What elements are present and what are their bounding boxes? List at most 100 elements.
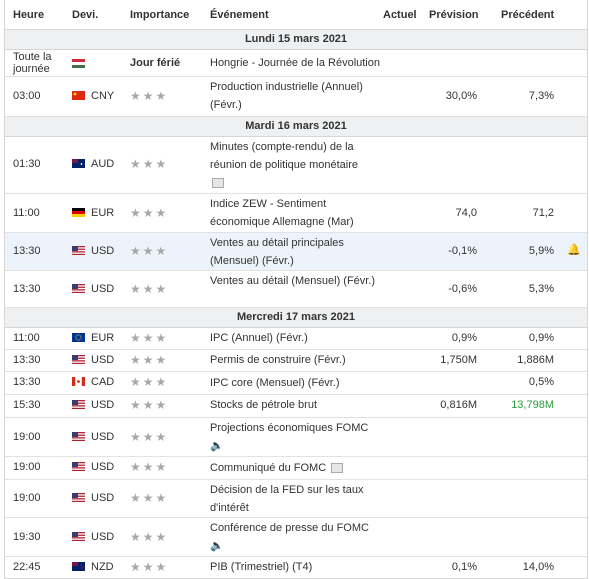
event-name[interactable]: Indice ZEW - Sentiment économique Allema… [210, 198, 354, 228]
time-cell: 15:30 [13, 399, 41, 411]
event-name[interactable]: Conférence de presse du FOMC 🔈 [210, 519, 385, 555]
currency-code: USD [91, 431, 115, 443]
importance-stars: ★★★ [130, 244, 169, 258]
event-name[interactable]: Minutes (compte-rendu) de la réunion de … [210, 138, 385, 192]
bell-alert-icon[interactable]: 🔔 [567, 244, 581, 256]
forecast-value: -0,1% [448, 245, 477, 257]
event-name[interactable]: Production industrielle (Annuel) (Févr.) [210, 81, 363, 111]
time-cell: 01:30 [13, 158, 41, 170]
importance-stars: ★★★ [130, 430, 169, 444]
event-name[interactable]: Stocks de pétrole brut [210, 399, 318, 411]
time-cell: 13:30 [13, 354, 41, 366]
event-name[interactable]: IPC (Annuel) (Févr.) [210, 332, 308, 344]
speaker-icon[interactable]: 🔈 [210, 440, 224, 452]
new-zealand-flag-icon [72, 562, 85, 571]
table-row[interactable]: Toute la journée Jour férié Hongrie - Jo… [5, 50, 587, 77]
day-header: Mercredi 17 mars 2021 [5, 308, 587, 328]
speaker-icon[interactable]: 🔈 [210, 540, 224, 552]
table-row[interactable]: 19:00 USD ★★★ Communiqué du FOMC [5, 457, 587, 480]
table-row[interactable]: 03:00 CNY ★★★ Production industrielle (A… [5, 77, 587, 117]
time-cell: 13:30 [13, 245, 41, 257]
time-cell: Toute la journée [13, 51, 52, 75]
table-row[interactable]: 19:30 USD ★★★ Conférence de presse du FO… [5, 518, 587, 557]
document-icon[interactable] [331, 463, 344, 474]
table-header: Heure Devi. Importance Événement Actuel … [5, 0, 587, 30]
col-importance-header[interactable]: Importance [130, 9, 190, 21]
table-row[interactable]: 19:00 USD ★★★ Décision de la FED sur les… [5, 480, 587, 518]
forecast-value: 0,1% [451, 561, 477, 573]
usa-flag-icon [72, 493, 85, 502]
table-row[interactable]: 13:30 USD ★★★ Permis de construire (Févr… [5, 350, 587, 372]
event-name[interactable]: Décision de la FED sur les taux d'intérê… [210, 484, 364, 514]
time-cell: 19:00 [13, 492, 41, 504]
usa-flag-icon [72, 284, 85, 293]
forecast-value: -0,6% [448, 283, 477, 295]
importance-stars: ★★★ [130, 206, 169, 220]
table-row[interactable]: 13:30 CAD ★★★ IPC core (Mensuel) (Févr.)… [5, 372, 587, 395]
currency-code: AUD [91, 158, 115, 170]
importance-stars: ★★★ [130, 353, 169, 367]
importance-stars: ★★★ [130, 530, 169, 544]
table-row[interactable]: 19:00 USD ★★★ Projections économiques FO… [5, 418, 587, 457]
table-row[interactable]: 13:30 USD ★★★ Ventes au détail (Mensuel)… [5, 271, 587, 308]
col-previous-header[interactable]: Précédent [501, 9, 555, 21]
forecast-value: 1,750M [440, 354, 477, 366]
event-title: Conférence de presse du FOMC [210, 522, 369, 534]
usa-flag-icon [72, 355, 85, 364]
event-name[interactable]: IPC core (Mensuel) (Févr.) [210, 377, 340, 389]
currency-code: CNY [91, 90, 115, 102]
germany-flag-icon [72, 208, 85, 217]
event-title: Minutes (compte-rendu) de la réunion de … [210, 141, 358, 171]
col-time-header[interactable]: Heure [13, 9, 45, 21]
col-actual-header[interactable]: Actuel [383, 9, 417, 21]
event-name[interactable]: Hongrie - Journée de la Révolution [210, 57, 380, 69]
currency-code: USD [91, 399, 115, 411]
previous-value: 7,3% [528, 90, 554, 102]
previous-value: 14,0% [522, 561, 554, 573]
importance-stars: ★★★ [130, 89, 169, 103]
previous-value: 5,9% [528, 245, 554, 257]
importance-stars: ★★★ [130, 460, 169, 474]
usa-flag-icon [72, 400, 85, 409]
table-row[interactable]: 11:00 EUR ★★★ Indice ZEW - Sentiment éco… [5, 194, 587, 233]
importance-stars: ★★★ [130, 491, 169, 505]
currency-code: CAD [91, 376, 115, 388]
document-icon[interactable] [212, 178, 224, 189]
time-cell: 22:45 [13, 561, 41, 573]
time-cell: 19:30 [13, 531, 41, 543]
currency-code: USD [91, 492, 115, 504]
table-row[interactable]: 01:30 AUD ★★★ Minutes (compte-rendu) de … [5, 137, 587, 194]
forecast-value: 74,0 [455, 207, 477, 219]
col-event-header[interactable]: Événement [210, 9, 269, 21]
currency-code: EUR [91, 332, 115, 344]
usa-flag-icon [72, 462, 85, 471]
event-name[interactable]: Ventes au détail (Mensuel) (Févr.) [210, 275, 376, 287]
event-name[interactable]: Ventes au détail principales (Mensuel) (… [210, 237, 344, 267]
currency-code: USD [91, 354, 115, 366]
col-currency-header[interactable]: Devi. [72, 9, 99, 21]
china-flag-icon [72, 91, 85, 100]
time-cell: 11:00 [13, 207, 40, 219]
previous-value: 5,3% [528, 283, 554, 295]
importance-stars: ★★★ [130, 375, 169, 389]
event-name[interactable]: Projections économiques FOMC 🔈 [210, 419, 385, 455]
table-row[interactable]: 11:00 EUR ★★★ IPC (Annuel) (Févr.) 0,9% … [5, 328, 587, 350]
event-name[interactable]: Permis de construire (Févr.) [210, 354, 346, 366]
table-row[interactable]: 22:45 NZD ★★★ PIB (Trimestriel) (T4) 0,1… [5, 557, 587, 578]
event-title: Communiqué du FOMC [210, 462, 327, 474]
canada-flag-icon [72, 377, 85, 386]
event-title: Projections économiques FOMC [210, 422, 369, 434]
day-header: Lundi 15 mars 2021 [5, 30, 587, 50]
forecast-value: 0,816M [440, 399, 477, 411]
importance-stars: ★★★ [130, 560, 169, 574]
importance-stars: ★★★ [130, 398, 169, 412]
usa-flag-icon [72, 432, 85, 441]
table-row[interactable]: 15:30 USD ★★★ Stocks de pétrole brut 0,8… [5, 395, 587, 418]
event-name[interactable]: Communiqué du FOMC [210, 459, 385, 477]
col-forecast-header[interactable]: Prévision [429, 9, 479, 21]
currency-code: USD [91, 531, 115, 543]
previous-value: 0,9% [528, 332, 554, 344]
table-row[interactable]: 13:30 USD ★★★ Ventes au détail principal… [5, 233, 587, 271]
time-cell: 19:00 [13, 461, 41, 473]
forecast-value: 30,0% [445, 90, 477, 102]
